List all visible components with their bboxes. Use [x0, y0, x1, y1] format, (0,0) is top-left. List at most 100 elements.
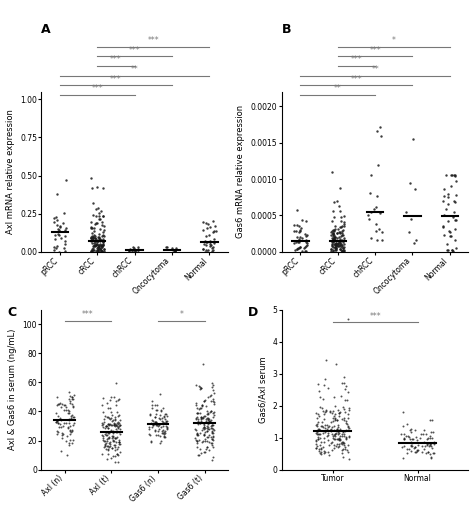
Point — [366, 189, 374, 197]
Point — [99, 423, 107, 431]
Point — [340, 234, 348, 242]
Point — [104, 429, 112, 437]
Point — [428, 434, 436, 442]
Point — [330, 393, 337, 401]
Point — [335, 435, 343, 443]
Point — [100, 183, 107, 191]
Point — [201, 247, 209, 256]
Point — [94, 246, 101, 254]
Point — [320, 446, 328, 455]
Point — [328, 242, 336, 250]
Point — [149, 420, 156, 429]
Point — [115, 424, 122, 432]
Point — [423, 449, 430, 457]
Point — [65, 415, 73, 423]
Point — [413, 436, 421, 444]
Point — [328, 241, 336, 249]
Point — [207, 433, 215, 441]
Point — [331, 431, 338, 439]
Point — [89, 242, 97, 250]
Point — [210, 381, 217, 389]
Point — [330, 422, 337, 430]
Point — [339, 246, 347, 254]
Point — [420, 445, 428, 453]
Point — [208, 241, 215, 249]
Point — [209, 426, 217, 434]
Point — [64, 422, 72, 431]
Point — [90, 227, 97, 235]
Point — [332, 429, 339, 437]
Point — [58, 431, 66, 439]
Point — [99, 212, 107, 220]
Point — [93, 238, 101, 246]
Point — [117, 440, 124, 448]
Point — [98, 242, 105, 250]
Point — [412, 448, 419, 456]
Point — [372, 203, 379, 211]
Point — [193, 430, 201, 438]
Point — [94, 246, 102, 254]
Point — [294, 238, 301, 246]
Point — [195, 451, 202, 460]
Point — [331, 224, 339, 233]
Point — [442, 205, 450, 213]
Point — [318, 438, 325, 446]
Text: ***: *** — [351, 75, 362, 83]
Point — [334, 240, 342, 248]
Point — [66, 392, 73, 400]
Y-axis label: Axl mRNA relative expression: Axl mRNA relative expression — [6, 109, 15, 234]
Point — [154, 431, 162, 439]
Point — [333, 197, 341, 206]
Point — [447, 172, 455, 180]
Point — [66, 422, 74, 430]
Point — [336, 439, 343, 447]
Point — [55, 248, 63, 256]
Point — [373, 236, 381, 244]
Point — [338, 438, 346, 446]
Point — [91, 246, 98, 254]
Point — [210, 227, 218, 235]
Point — [53, 417, 60, 425]
Point — [444, 217, 452, 225]
Point — [56, 399, 64, 407]
Point — [104, 442, 111, 450]
Point — [209, 441, 216, 449]
Point — [100, 432, 107, 440]
Point — [210, 413, 217, 421]
Point — [62, 176, 69, 184]
Point — [198, 448, 205, 457]
Point — [57, 416, 65, 424]
Point — [313, 430, 321, 438]
Point — [335, 409, 342, 417]
Point — [335, 233, 343, 241]
Point — [337, 223, 345, 232]
Point — [345, 423, 352, 432]
Point — [116, 421, 123, 429]
Point — [201, 237, 209, 245]
Point — [336, 436, 344, 444]
Point — [440, 197, 447, 206]
Point — [328, 430, 336, 438]
Point — [51, 231, 59, 239]
Point — [212, 227, 219, 235]
Point — [337, 241, 344, 249]
Point — [339, 248, 346, 256]
Point — [316, 403, 324, 411]
Point — [50, 214, 58, 222]
Point — [146, 425, 153, 433]
Point — [329, 229, 337, 237]
Point — [332, 240, 340, 248]
Point — [330, 240, 337, 248]
Point — [210, 433, 217, 441]
Point — [403, 444, 411, 453]
Point — [338, 236, 346, 244]
Point — [160, 413, 168, 421]
Point — [328, 245, 335, 253]
Point — [312, 439, 320, 447]
Point — [53, 418, 60, 426]
Point — [100, 222, 107, 230]
Point — [103, 400, 110, 408]
Point — [201, 421, 208, 429]
Point — [423, 440, 430, 448]
Point — [60, 244, 68, 252]
